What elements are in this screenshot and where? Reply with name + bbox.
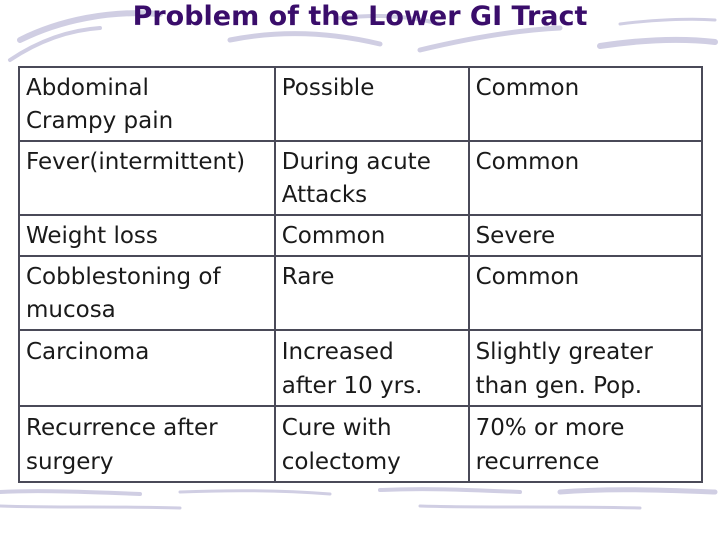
cell-text: Common <box>475 149 580 175</box>
cell-text: recurrence <box>475 449 600 475</box>
table-cell: Recurrence after surgery <box>18 405 276 483</box>
cell-text: Cure with <box>281 415 392 441</box>
cell-text: Common <box>475 264 580 290</box>
cell-text: mucosa <box>26 297 116 323</box>
cell-text: Crampy pain <box>26 108 174 134</box>
cell-text: than gen. Pop. <box>475 373 643 399</box>
table-cell: Common <box>467 66 704 142</box>
cell-text: Possible <box>281 75 375 101</box>
cell-text: Common <box>281 223 386 249</box>
table-cell: Fever(intermittent) <box>18 140 276 216</box>
table-row: Carcinoma Increased after 10 yrs. Slight… <box>18 329 704 407</box>
table-cell: Rare <box>273 255 470 331</box>
table-row: Abdominal Crampy pain Possible Common <box>18 66 704 142</box>
cell-text: Severe <box>475 223 556 249</box>
cell-text: Weight loss <box>26 223 158 249</box>
cell-text: Fever(intermittent) <box>26 149 246 175</box>
cell-text: colectomy <box>281 449 401 475</box>
slide-title: Problem of the Lower GI Tract <box>132 1 588 32</box>
table-cell: Abdominal Crampy pain <box>18 66 276 142</box>
comparison-table: Abdominal Crampy pain Possible Common Fe… <box>18 66 704 483</box>
cell-text: Recurrence after <box>26 415 218 441</box>
cell-text: Carcinoma <box>26 339 150 365</box>
table-cell: 70% or more recurrence <box>467 405 704 483</box>
cell-text: Slightly greater <box>475 339 653 365</box>
table-row: Fever(intermittent) During acute Attacks… <box>18 140 704 216</box>
cell-text: surgery <box>26 449 114 475</box>
cell-text: 70% or more <box>475 415 625 441</box>
cell-text: Rare <box>281 264 335 290</box>
table-cell: Common <box>467 140 704 216</box>
cell-text: Cobblestoning of <box>26 264 221 290</box>
table-cell: Weight loss <box>18 214 276 257</box>
table-cell: Increased after 10 yrs. <box>273 329 470 407</box>
table-row: Weight loss Common Severe <box>18 214 704 257</box>
cell-text: Increased <box>281 339 394 365</box>
table-cell: Slightly greater than gen. Pop. <box>467 329 704 407</box>
table-row: Cobblestoning of mucosa Rare Common <box>18 255 704 331</box>
cell-text: During acute <box>281 149 431 175</box>
table-cell: Severe <box>467 214 704 257</box>
table-cell: Possible <box>273 66 470 142</box>
cell-text: Attacks <box>281 182 368 208</box>
table-cell: Cure with colectomy <box>273 405 470 483</box>
table-cell: Common <box>467 255 704 331</box>
table-cell: Carcinoma <box>18 329 276 407</box>
cell-text: after 10 yrs. <box>281 373 423 399</box>
table-cell: Cobblestoning of mucosa <box>18 255 276 331</box>
table-cell: Common <box>273 214 470 257</box>
table-cell: During acute Attacks <box>273 140 470 216</box>
cell-text: Abdominal <box>26 75 149 101</box>
table-row: Recurrence after surgery Cure with colec… <box>18 405 704 483</box>
cell-text: Common <box>475 75 580 101</box>
